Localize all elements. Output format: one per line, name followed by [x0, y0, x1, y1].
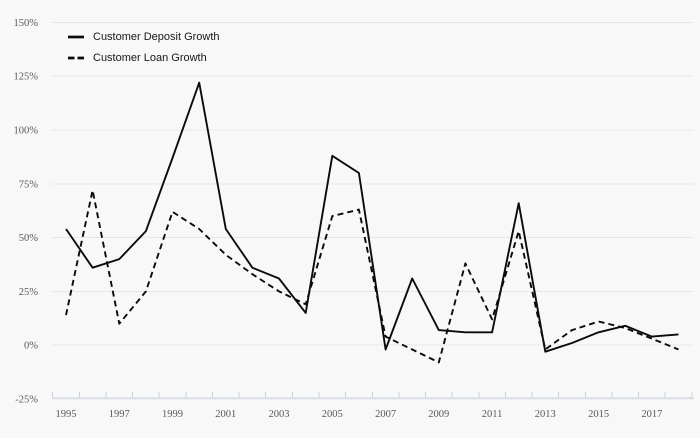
legend-item-loan-growth: Customer Loan Growth	[68, 47, 220, 68]
y-tick-label: 75%	[19, 179, 39, 190]
legend-item-deposit-growth: Customer Deposit Growth	[68, 26, 220, 47]
x-tick-label: 2001	[215, 409, 236, 420]
chart-legend: Customer Deposit Growth Customer Loan Gr…	[68, 26, 220, 68]
x-tick-label: 1997	[109, 409, 130, 420]
x-tick-label: 2003	[269, 409, 290, 420]
y-tick-label: 150%	[14, 18, 39, 29]
legend-label: Customer Deposit Growth	[93, 30, 220, 43]
legend-label: Customer Loan Growth	[93, 51, 207, 64]
y-tick-label: 100%	[14, 126, 39, 137]
x-tick-label: 2015	[588, 409, 609, 420]
solid-line-swatch	[68, 35, 84, 38]
x-tick-label: 2017	[641, 409, 662, 420]
y-tick-label: 25%	[19, 287, 39, 298]
x-tick-label: 2007	[375, 409, 396, 420]
x-tick-label: 2009	[428, 409, 449, 420]
x-tick-label: 2013	[535, 409, 556, 420]
y-tick-label: 125%	[14, 72, 39, 83]
y-tick-label: -25%	[15, 395, 38, 406]
y-tick-label: 0%	[24, 341, 38, 352]
dashed-line-swatch	[68, 56, 84, 59]
x-tick-label: 1995	[56, 409, 77, 420]
y-tick-label: 50%	[19, 233, 39, 244]
x-tick-label: 1999	[162, 409, 183, 420]
series-line	[65, 81, 679, 353]
series-line	[65, 189, 679, 364]
x-tick-label: 2011	[482, 409, 503, 420]
x-tick-label: 2005	[322, 409, 343, 420]
